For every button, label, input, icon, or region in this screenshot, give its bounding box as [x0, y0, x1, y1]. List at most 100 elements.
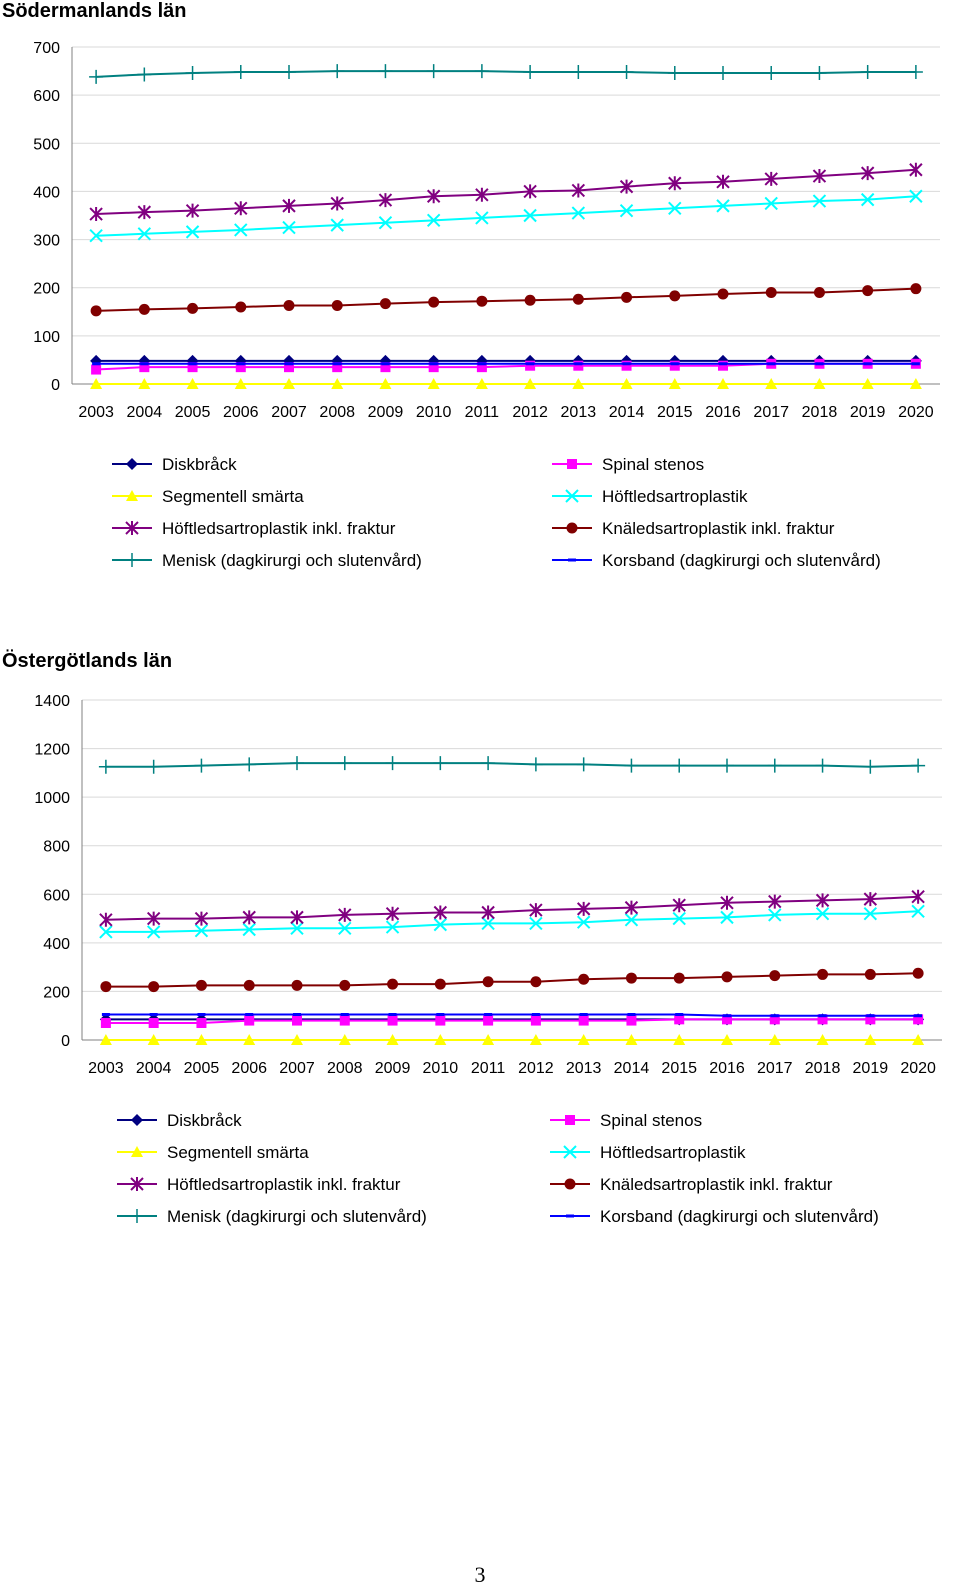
- data-point-menisk-dagkirurgi-och-slutenvard: [911, 758, 926, 773]
- series-segmentell-smarta: [90, 378, 922, 389]
- legend-item-hoftledsartroplastik: Höftledsartroplastik: [550, 1143, 746, 1162]
- chart-1-svg: 0 100 200 300 400 500 600 700 2003 2004 2005 2006 20…: [33, 40, 940, 570]
- data-point-hoftledsartroplastik-inkl-fraktur: [475, 187, 489, 202]
- data-point-hoftledsartroplastik-inkl-fraktur: [619, 179, 634, 194]
- data-point-menisk-dagkirurgi-och-slutenvard: [330, 64, 345, 79]
- data-point-hoftledsartroplastik: [529, 916, 543, 931]
- y-tick-label: 400: [43, 936, 70, 953]
- data-point-hoftledsartroplastik-inkl-fraktur: [529, 903, 543, 918]
- data-point-menisk-dagkirurgi-och-slutenvard: [571, 65, 586, 80]
- x-tick-label: 2006: [223, 404, 259, 421]
- data-point-segmentell-smarta: [379, 378, 392, 389]
- data-point-segmentell-smarta: [195, 1034, 208, 1045]
- data-point-segmentell-smarta: [186, 378, 199, 389]
- data-point-hoftledsartroplastik-inkl-fraktur: [576, 901, 591, 916]
- data-point-korsband-dagkirurgi-och-slutenvard: [140, 362, 149, 366]
- data-point-menisk-dagkirurgi-och-slutenvard: [863, 759, 878, 774]
- data-point-hoftledsartroplastik: [433, 917, 448, 932]
- data-point-hoftledsartroplastik-inkl-fraktur: [768, 894, 782, 909]
- x-tick-label: 2004: [136, 1060, 172, 1077]
- y-tick-label: 0: [61, 1033, 70, 1050]
- data-point-spinal-stenos: [530, 1015, 541, 1026]
- data-point-menisk-dagkirurgi-och-slutenvard: [233, 65, 248, 80]
- data-point-menisk-dagkirurgi-och-slutenvard: [98, 759, 113, 774]
- legend-item-segmentell-smarta: Segmentell smärta: [117, 1143, 309, 1162]
- data-point-segmentell-smarta: [234, 378, 247, 389]
- data-point-hoftledsartroplastik: [426, 213, 441, 228]
- legend-label: Menisk (dagkirurgi och slutenvård): [162, 551, 422, 570]
- series-line-korsband-dagkirurgi-och-slutenvard: [105, 1013, 919, 1017]
- data-point-hoftledsartroplastik-inkl-fraktur: [385, 906, 400, 921]
- data-point-korsband-dagkirurgi-och-slutenvard: [429, 362, 438, 366]
- data-point-korsband-dagkirurgi-och-slutenvard: [914, 1014, 923, 1018]
- data-point-hoftledsartroplastik-inkl-fraktur: [571, 183, 586, 198]
- legend-marker: [125, 521, 139, 535]
- data-point-knaledsartroplastik-inkl-fraktur: [331, 300, 343, 312]
- data-point-knaledsartroplastik-inkl-fraktur: [90, 305, 102, 317]
- data-point-spinal-stenos: [196, 1018, 207, 1028]
- data-point-menisk-dagkirurgi-och-slutenvard: [528, 757, 543, 772]
- legend-label: Spinal stenos: [600, 1111, 702, 1130]
- data-point-hoftledsartroplastik: [576, 915, 591, 929]
- data-point-segmentell-smarta: [475, 378, 488, 389]
- data-point-menisk-dagkirurgi-och-slutenvard: [672, 758, 687, 773]
- data-point-hoftledsartroplastik: [290, 921, 304, 935]
- data-point-hoftledsartroplastik-inkl-fraktur: [672, 898, 686, 913]
- legend-item-menisk-dagkirurgi-och-slutenvard: Menisk (dagkirurgi och slutenvård): [112, 551, 422, 570]
- series-line-knaledsartroplastik-inkl-fraktur: [105, 972, 919, 988]
- data-point-hoftledsartroplastik-inkl-fraktur: [815, 893, 830, 908]
- chart-2-svg: 0 200 400 600 800 1000 1200 1400 2003 2004 2005 200…: [34, 693, 942, 1226]
- data-point-hoftledsartroplastik-inkl-fraktur: [242, 910, 256, 925]
- x-tick-label: 2009: [375, 1060, 411, 1077]
- data-point-knaledsartroplastik-inkl-fraktur: [434, 978, 446, 990]
- data-point-korsband-dagkirurgi-och-slutenvard: [815, 362, 824, 366]
- data-point-hoftledsartroplastik: [99, 925, 113, 939]
- data-point-segmentell-smarta: [768, 1034, 781, 1045]
- data-point-spinal-stenos: [476, 362, 487, 373]
- data-point-spinal-stenos: [387, 1015, 398, 1026]
- data-point-segmentell-smarta: [243, 1034, 256, 1045]
- data-point-hoftledsartroplastik: [194, 924, 209, 938]
- data-point-spinal-stenos: [525, 360, 536, 371]
- x-tick-label: 2008: [319, 404, 355, 421]
- data-point-hoftledsartroplastik: [668, 201, 682, 215]
- data-point-menisk-dagkirurgi-och-slutenvard: [137, 67, 152, 82]
- data-point-hoftledsartroplastik-inkl-fraktur: [137, 205, 152, 220]
- x-tick-label: 2015: [657, 404, 693, 421]
- legend-item-korsband-dagkirurgi-och-slutenvard: Korsband (dagkirurgi och slutenvård): [550, 1207, 879, 1226]
- legend-item-knaledsartroplastik-inkl-fraktur: Knäledsartroplastik inkl. fraktur: [552, 519, 835, 538]
- data-point-korsband-dagkirurgi-och-slutenvard: [622, 362, 631, 366]
- data-point-segmentell-smarta: [864, 1034, 877, 1045]
- data-point-knaledsartroplastik-inkl-fraktur: [717, 288, 729, 300]
- data-point-knaledsartroplastik-inkl-fraktur: [813, 287, 825, 299]
- y-tick-label: 700: [33, 40, 60, 57]
- x-tick-label: 2017: [753, 404, 789, 421]
- data-point-segmentell-smarta: [813, 378, 826, 389]
- legend-marker: [565, 1115, 575, 1125]
- data-point-menisk-dagkirurgi-och-slutenvard: [385, 756, 400, 771]
- data-point-menisk-dagkirurgi-och-slutenvard: [716, 65, 730, 80]
- data-point-korsband-dagkirurgi-och-slutenvard: [670, 362, 679, 366]
- legend-marker: [565, 489, 579, 503]
- data-point-knaledsartroplastik-inkl-fraktur: [673, 972, 685, 984]
- data-point-korsband-dagkirurgi-och-slutenvard: [285, 362, 293, 366]
- data-point-spinal-stenos: [722, 1014, 732, 1025]
- data-point-spinal-stenos: [913, 1014, 924, 1025]
- data-point-hoftledsartroplastik-inkl-fraktur: [668, 176, 682, 191]
- x-tick-label: 2011: [471, 1060, 506, 1077]
- data-point-spinal-stenos: [139, 362, 150, 373]
- data-point-korsband-dagkirurgi-och-slutenvard: [526, 362, 535, 366]
- data-point-menisk-dagkirurgi-och-slutenvard: [523, 65, 538, 80]
- legend-item-spinal-stenos: Spinal stenos: [552, 455, 704, 474]
- data-point-hoftledsartroplastik-inkl-fraktur: [194, 911, 209, 926]
- data-point-korsband-dagkirurgi-och-slutenvard: [484, 1013, 493, 1016]
- data-point-hoftledsartroplastik: [234, 223, 248, 237]
- data-point-hoftledsartroplastik: [282, 220, 296, 235]
- data-point-segmentell-smarta: [668, 378, 681, 389]
- data-point-spinal-stenos: [292, 1015, 302, 1026]
- legend-label: Diskbråck: [162, 455, 237, 474]
- data-point-knaledsartroplastik-inkl-fraktur: [100, 981, 112, 993]
- x-tick-label: 2005: [184, 1060, 220, 1077]
- data-point-hoftledsartroplastik: [812, 194, 827, 208]
- data-point-spinal-stenos: [244, 1015, 255, 1026]
